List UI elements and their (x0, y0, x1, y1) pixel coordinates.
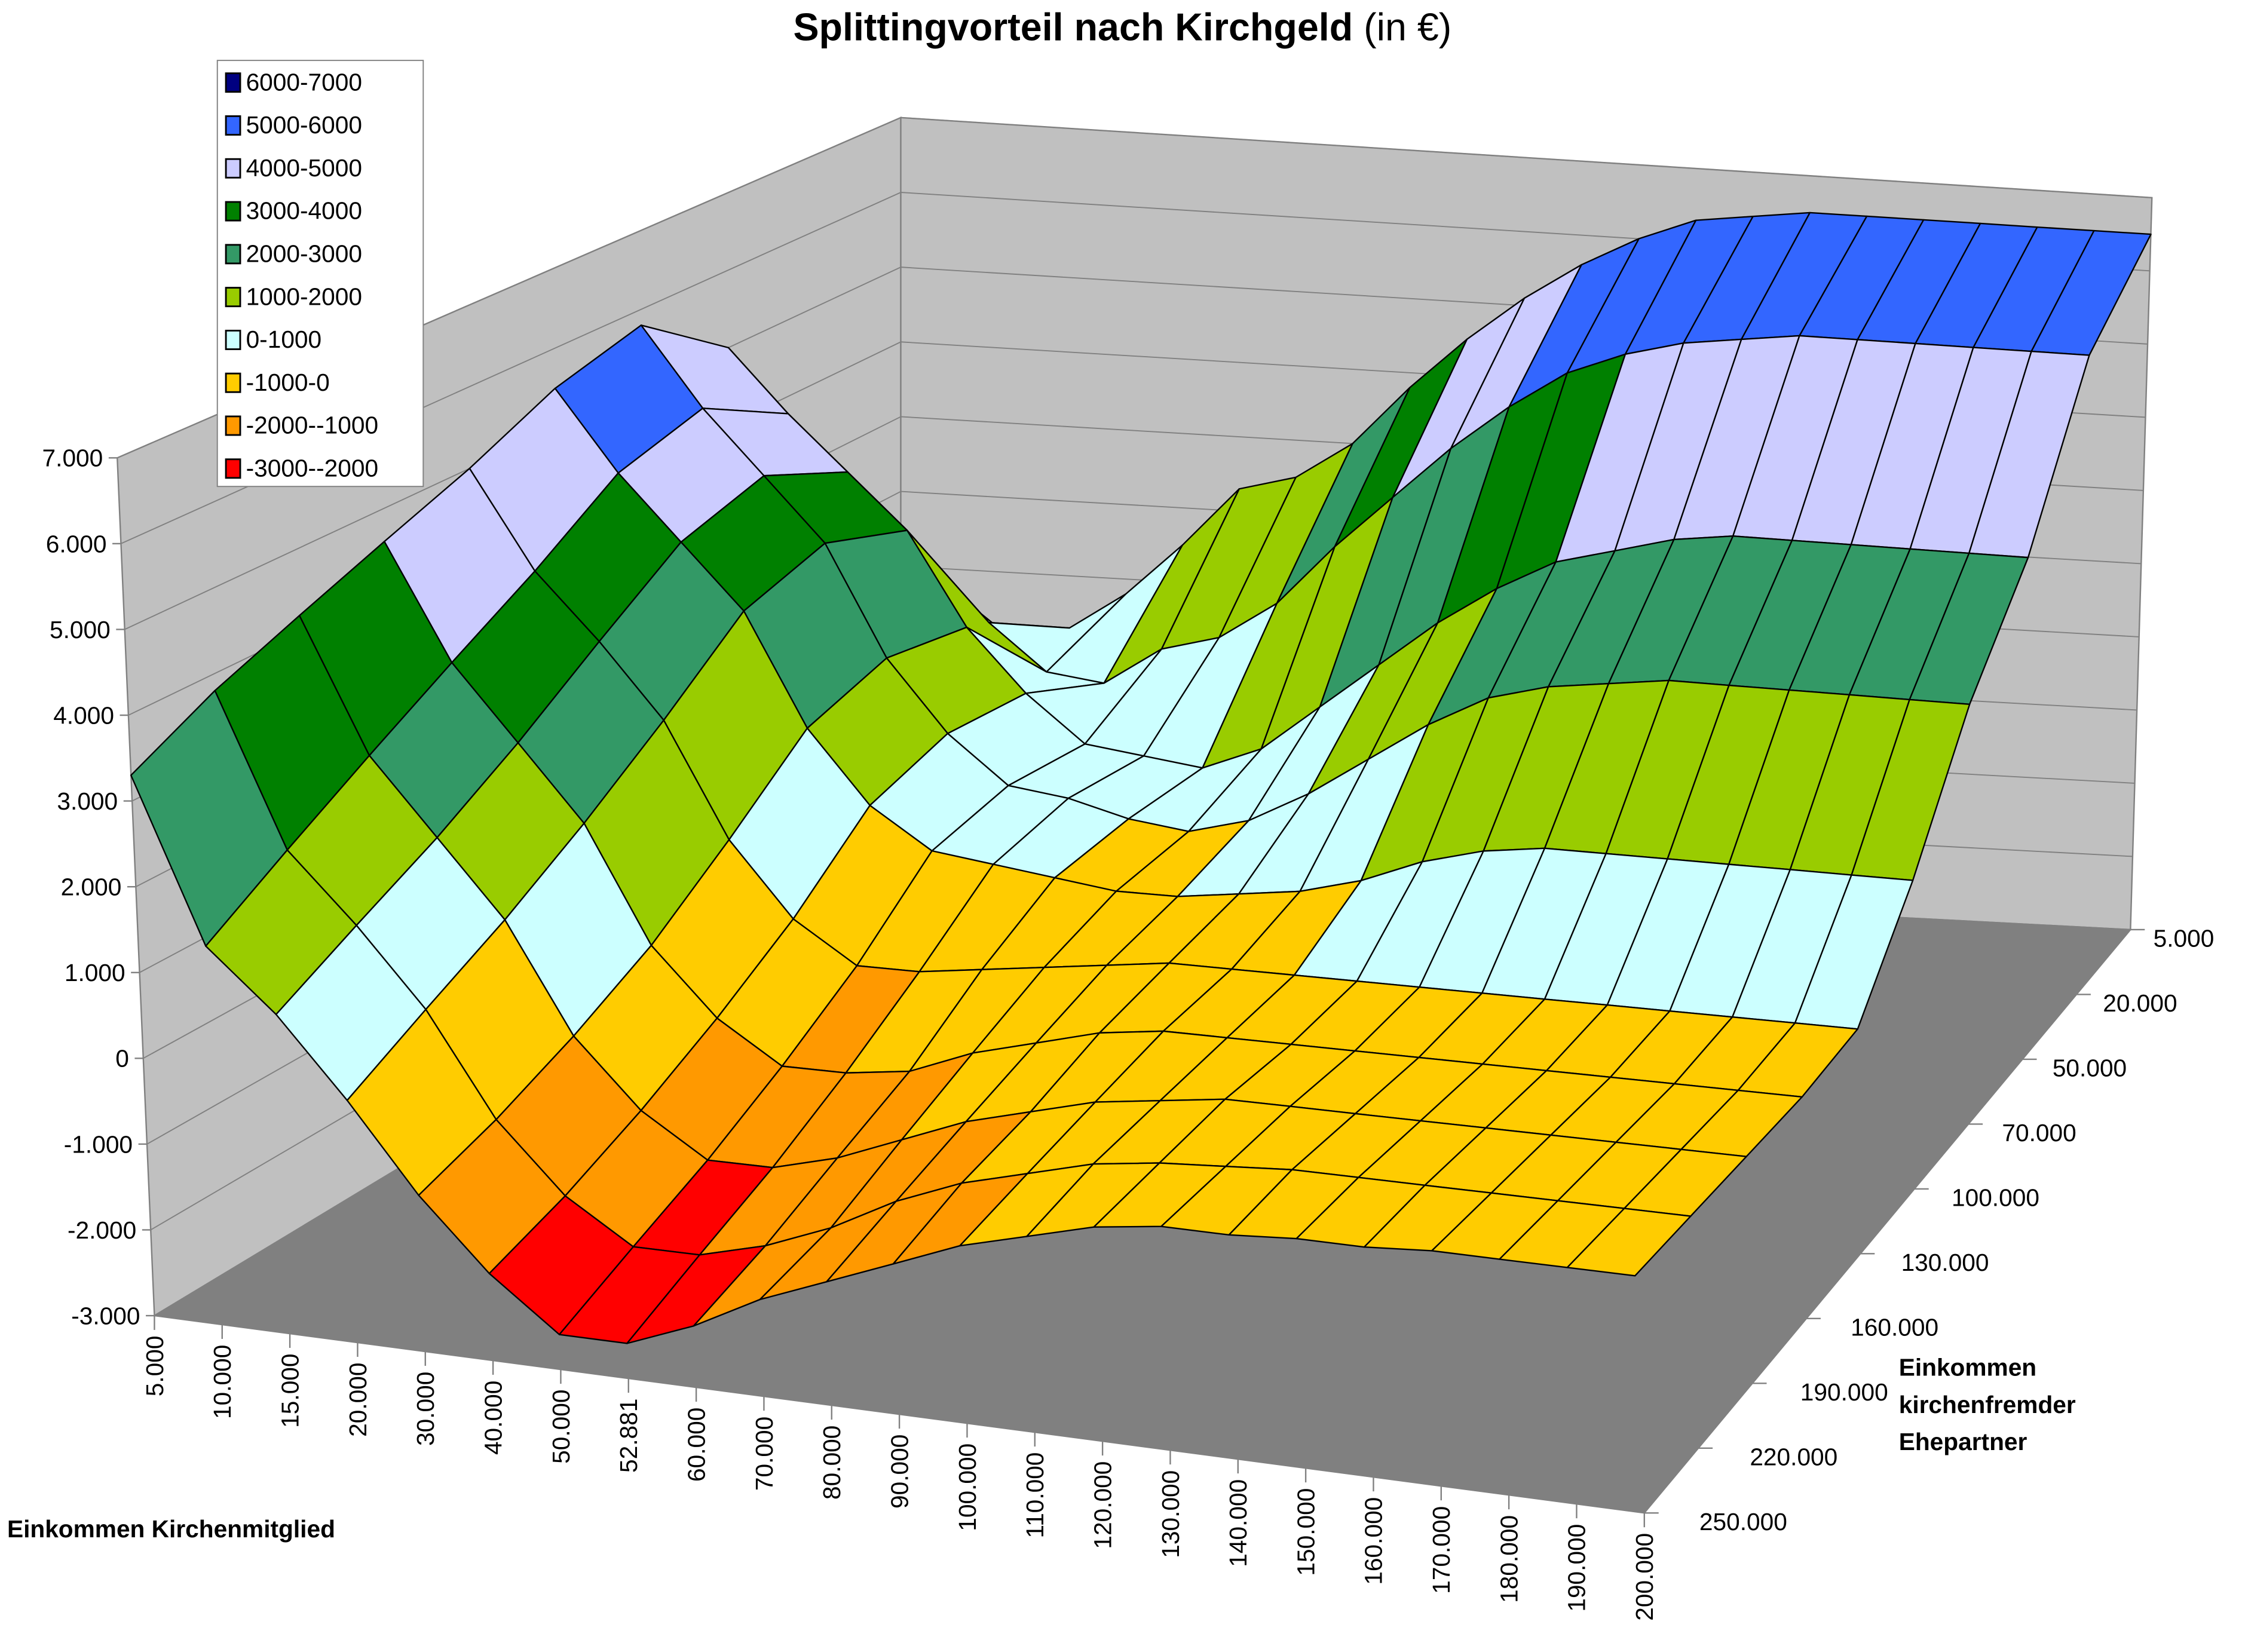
legend-swatch (225, 72, 241, 93)
legend-box (216, 60, 424, 488)
x-tick-label: 5.000 (141, 1336, 169, 1397)
legend-swatch (225, 458, 241, 479)
y-axis-title-line2: kirchenfremder (1899, 1391, 2076, 1418)
x-tick-label: 20.000 (344, 1363, 372, 1437)
axes: 7.000 6.000 5.000 4.000 3.000 2.000 1.000 0 -1.0… (42, 445, 2215, 1621)
y-tick-label: 160.000 (1851, 1314, 1938, 1341)
legend-swatch (225, 287, 241, 308)
x-tick-label: 15.000 (276, 1353, 304, 1427)
legend-label: 2000-3000 (246, 240, 362, 268)
surface-plot (130, 212, 2152, 1344)
legend-label: 1000-2000 (246, 283, 362, 310)
x-tick-label: 40.000 (479, 1381, 507, 1455)
legend-label: 5000-6000 (246, 111, 362, 139)
y-tick-label: 20.000 (2103, 989, 2177, 1017)
x-tick-label: 100.000 (954, 1443, 981, 1531)
y-tick-label: 5.000 (2154, 925, 2215, 952)
x-tick-label: 190.000 (1563, 1524, 1591, 1612)
legend-label: -2000--1000 (246, 412, 379, 439)
z-tick-label: 5.000 (50, 616, 111, 643)
y-tick-label: 190.000 (1800, 1378, 1888, 1406)
x-tick-label: 10.000 (209, 1345, 236, 1419)
z-tick-label: -1.000 (64, 1130, 133, 1158)
y-axis-title-line3: Ehepartner (1899, 1428, 2027, 1455)
surface-patch (1566, 1207, 1692, 1277)
y-tick-label: 250.000 (1699, 1508, 1787, 1535)
legend-label: 0-1000 (246, 326, 322, 353)
legend-label: 4000-5000 (246, 154, 362, 182)
z-tick-label: -3.000 (71, 1302, 140, 1329)
z-tick-label: 6.000 (46, 530, 107, 557)
x-tick-label: 200.000 (1631, 1533, 1658, 1621)
legend-swatch (225, 158, 241, 179)
legend-swatch (225, 201, 241, 222)
x-tick-label: 150.000 (1292, 1488, 1320, 1576)
legend-swatch (225, 372, 241, 393)
x-tick-label: 60.000 (682, 1408, 710, 1482)
chart-title-main: Splittingvorteil nach Kirchgeld (793, 6, 1353, 49)
x-tick-label: 30.000 (412, 1372, 439, 1446)
x-tick-label: 120.000 (1089, 1461, 1116, 1549)
x-tick-label: 130.000 (1157, 1470, 1184, 1558)
legend-label: -1000-0 (246, 369, 330, 396)
y-tick-label: 70.000 (2002, 1119, 2076, 1147)
z-tick-label: 3.000 (57, 787, 118, 815)
x-tick-label: 70.000 (751, 1417, 778, 1491)
legend-swatch (225, 244, 241, 265)
x-tick-label: 170.000 (1428, 1506, 1455, 1594)
z-tick-label: 1.000 (65, 959, 125, 986)
y-tick-label: 220.000 (1750, 1443, 1837, 1471)
legend-swatch (225, 329, 241, 350)
x-axis-title: Einkommen Kirchenmitglied (7, 1515, 335, 1543)
legend-label: 6000-7000 (246, 68, 362, 96)
x-tick-label: 110.000 (1021, 1452, 1049, 1538)
x-tick-label: 180.000 (1496, 1515, 1523, 1603)
legend-swatch (225, 115, 241, 136)
legend-label: 3000-4000 (246, 197, 362, 225)
x-tick-label: 140.000 (1224, 1479, 1252, 1567)
x-tick-label: 80.000 (818, 1426, 846, 1500)
z-tick-label: -2.000 (68, 1216, 136, 1244)
chart-title: Splittingvorteil nach Kirchgeld (in €) (793, 6, 1451, 49)
z-tick-label: 4.000 (53, 701, 114, 729)
legend-label: -3000--2000 (246, 454, 379, 482)
x-tick-label: 50.000 (547, 1390, 575, 1464)
y-tick-label: 130.000 (1901, 1249, 1989, 1276)
z-tick-label: 0 (115, 1045, 129, 1072)
legend-swatch (225, 415, 241, 436)
x-tick-label: 52.881 (615, 1399, 642, 1473)
y-tick-label: 100.000 (1952, 1184, 2039, 1212)
x-tick-label: 90.000 (886, 1435, 913, 1509)
y-axis-title-line1: Einkommen (1899, 1354, 2036, 1381)
z-tick-label: 2.000 (61, 873, 122, 901)
legend: 6000-7000 5000-6000 4000-5000 3000-4000 2000… (216, 60, 424, 488)
x-tick-label: 160.000 (1360, 1497, 1388, 1585)
y-tick-label: 50.000 (2053, 1055, 2127, 1082)
z-tick-label: 7.000 (42, 445, 103, 472)
chart-title-suffix: (in €) (1364, 6, 1451, 49)
